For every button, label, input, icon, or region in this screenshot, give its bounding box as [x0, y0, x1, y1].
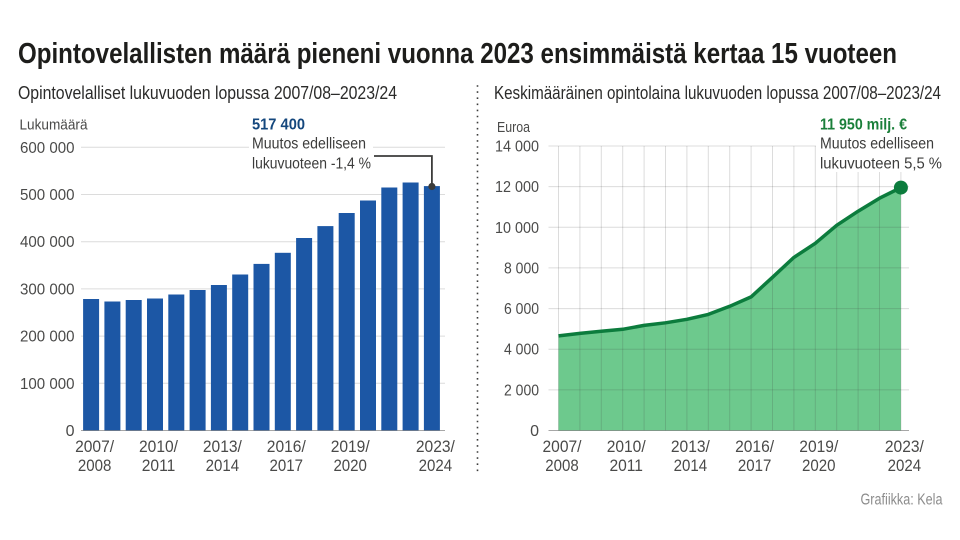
- svg-text:2016/: 2016/: [735, 438, 774, 456]
- svg-text:2010/: 2010/: [139, 438, 178, 456]
- svg-text:2011: 2011: [142, 457, 176, 475]
- svg-text:600 000: 600 000: [20, 140, 75, 157]
- svg-text:2008: 2008: [78, 457, 112, 475]
- svg-text:2 000: 2 000: [504, 382, 539, 399]
- svg-text:Lukumäärä: Lukumäärä: [20, 117, 89, 134]
- svg-text:Muutos edelliseen: Muutos edelliseen: [820, 136, 934, 153]
- svg-text:2019/: 2019/: [331, 438, 370, 456]
- svg-text:Opintovelallisten määrä pienen: Opintovelallisten määrä pieneni vuonna 2…: [18, 38, 897, 70]
- svg-text:2007/: 2007/: [75, 438, 114, 456]
- svg-text:2024: 2024: [888, 457, 922, 475]
- svg-text:8 000: 8 000: [504, 260, 539, 277]
- svg-text:200 000: 200 000: [20, 329, 75, 346]
- svg-text:2024: 2024: [419, 457, 453, 475]
- svg-text:lukuvuoteen -1,4 %: lukuvuoteen -1,4 %: [252, 156, 371, 173]
- svg-text:Euroa: Euroa: [497, 119, 531, 136]
- svg-text:Muutos edelliseen: Muutos edelliseen: [252, 136, 366, 153]
- svg-text:2008: 2008: [545, 457, 579, 475]
- svg-text:0: 0: [530, 423, 539, 440]
- svg-text:2020: 2020: [802, 457, 836, 475]
- svg-text:10 000: 10 000: [495, 220, 539, 237]
- svg-text:lukuvuoteen 5,5 %: lukuvuoteen 5,5 %: [820, 156, 942, 173]
- svg-text:400 000: 400 000: [20, 234, 75, 251]
- svg-text:2017: 2017: [738, 457, 772, 475]
- svg-text:517 400: 517 400: [252, 117, 305, 134]
- svg-text:2014: 2014: [674, 457, 708, 475]
- svg-text:2014: 2014: [206, 457, 240, 475]
- svg-text:2017: 2017: [270, 457, 304, 475]
- svg-text:2016/: 2016/: [267, 438, 306, 456]
- svg-text:2013/: 2013/: [203, 438, 242, 456]
- svg-text:0: 0: [66, 423, 75, 440]
- svg-text:2020: 2020: [333, 457, 367, 475]
- svg-text:100 000: 100 000: [20, 376, 75, 393]
- svg-text:12 000: 12 000: [495, 179, 539, 196]
- svg-text:11 950 milj. €: 11 950 milj. €: [820, 117, 907, 134]
- svg-text:Keskimääräinen opintolaina luk: Keskimääräinen opintolaina lukuvuoden lo…: [494, 83, 941, 103]
- svg-text:500 000: 500 000: [20, 187, 75, 204]
- svg-text:14 000: 14 000: [495, 139, 539, 156]
- svg-text:Grafiikka: Kela: Grafiikka: Kela: [861, 492, 943, 509]
- svg-text:Opintovelalliset lukuvuoden lo: Opintovelalliset lukuvuoden lopussa 2007…: [18, 83, 397, 103]
- svg-text:2019/: 2019/: [799, 438, 838, 456]
- svg-text:2010/: 2010/: [607, 438, 646, 456]
- svg-text:2011: 2011: [609, 457, 643, 475]
- svg-text:2023/: 2023/: [885, 438, 924, 456]
- svg-text:2013/: 2013/: [671, 438, 710, 456]
- svg-text:6 000: 6 000: [504, 301, 539, 318]
- svg-text:2007/: 2007/: [543, 438, 582, 456]
- svg-text:4 000: 4 000: [504, 342, 539, 359]
- svg-text:2023/: 2023/: [416, 438, 455, 456]
- svg-text:300 000: 300 000: [20, 281, 75, 298]
